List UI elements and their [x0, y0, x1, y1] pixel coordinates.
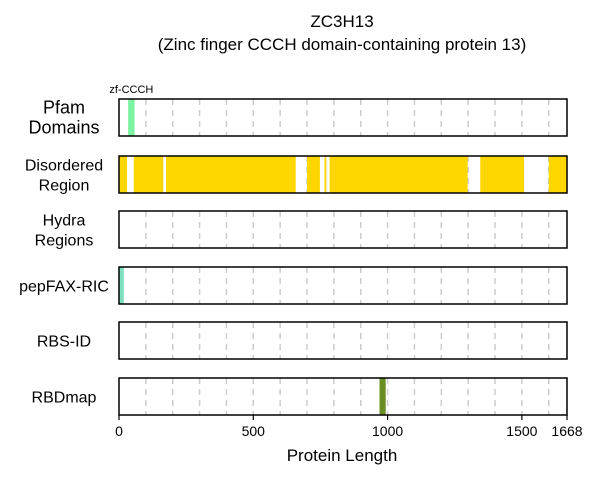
track: Disordered Region	[25, 155, 568, 195]
track-segment	[119, 267, 124, 304]
x-axis: 0 500 1000 1500 1668	[115, 415, 583, 439]
x-axis-label: Protein Length	[287, 446, 398, 465]
track-label: RBDmap	[32, 390, 97, 407]
track-label: RBS-ID	[37, 334, 91, 351]
track-label: pepFAX-RIC	[19, 279, 109, 296]
track-segment	[379, 378, 386, 415]
x-tick-label: 1500	[506, 423, 537, 439]
track: RBS-ID	[37, 321, 568, 360]
x-tick-label: 500	[242, 423, 266, 439]
track-background	[119, 211, 567, 248]
track-background	[119, 267, 567, 304]
track-segment	[119, 156, 128, 193]
track: Hydra Regions	[35, 210, 568, 250]
track: pepFAX-RIC	[19, 266, 568, 305]
tracks-layer: zf-CCCH Pfam Domains Disordered Region Hydra R…	[19, 84, 568, 416]
track-label: Hydra Regions	[35, 213, 94, 250]
chart-title: ZC3H13	[310, 12, 373, 31]
track-border	[118, 210, 568, 249]
track-background	[119, 322, 567, 359]
x-tick-label: 0	[115, 423, 123, 439]
track-segment	[128, 99, 135, 136]
track-label: Pfam Domains	[28, 98, 99, 138]
track-border	[118, 155, 568, 194]
track-segment	[307, 156, 320, 193]
track-segment	[324, 156, 327, 193]
track-border	[118, 98, 568, 137]
chart-subtitle: (Zinc finger CCCH domain-containing prot…	[158, 35, 527, 54]
track-segment	[329, 156, 468, 193]
x-tick-label: 1000	[372, 423, 403, 439]
track-border	[118, 377, 568, 416]
track-segment	[166, 156, 296, 193]
track: zf-CCCH Pfam Domains	[28, 84, 568, 138]
track-border	[118, 321, 568, 360]
track-label: Disordered Region	[25, 158, 103, 195]
track-background	[119, 378, 567, 415]
track-background	[119, 99, 567, 136]
segment-label: zf-CCCH	[109, 84, 153, 96]
track-segment	[133, 156, 164, 193]
x-tick-label: 1668	[551, 423, 582, 439]
track-border	[118, 266, 568, 305]
track-segment	[548, 156, 567, 193]
track: RBDmap	[32, 377, 568, 416]
track-segment	[480, 156, 525, 193]
